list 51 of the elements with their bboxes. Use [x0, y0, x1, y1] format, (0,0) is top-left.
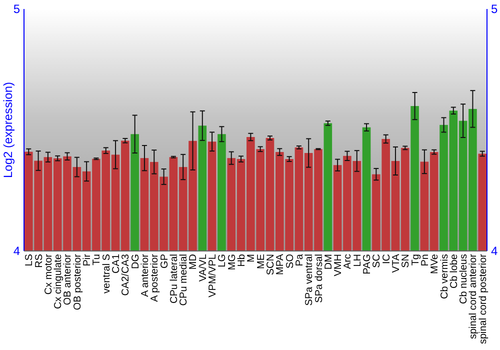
x-tick-label: SO — [284, 254, 296, 268]
x-tick-label: Cb vermis — [439, 254, 450, 300]
x-tick-label: MVe — [430, 254, 441, 274]
x-tick-label: Tg — [410, 254, 422, 266]
x-tick-label: CA1 — [111, 254, 122, 274]
x-tick-label: MPA — [275, 254, 286, 275]
x-tick-label: A posterior — [150, 253, 161, 302]
x-tick-label: DM — [323, 254, 334, 270]
x-tick-label: CA2/CA3 — [120, 254, 132, 296]
x-tick-label: Hb — [236, 254, 248, 267]
x-tick-label: Cb lobe — [448, 254, 460, 288]
x-tick-label: SCN — [265, 254, 276, 276]
x-tick-label: RS — [34, 254, 45, 268]
y-axis-title: Log2 (expression) — [1, 82, 15, 178]
y2-tick-label: 4 — [491, 244, 498, 258]
x-tick-label: Cx motor — [43, 253, 54, 295]
x-tick-label: LG — [217, 254, 228, 268]
x-tick-label: SC — [372, 254, 383, 268]
x-tick-label: LS — [24, 254, 36, 266]
x-tick-label: VTA — [390, 254, 402, 273]
x-tick-label: VMH — [333, 254, 344, 276]
x-tick-label: M — [246, 254, 258, 262]
x-tick-label: GP — [159, 254, 170, 268]
x-tick-label: MG — [226, 254, 238, 270]
x-tick-label: Pir — [82, 253, 94, 266]
x-tick-label: Pn — [420, 254, 431, 266]
x-tick-label: A anterior — [140, 253, 151, 297]
x-tick-label: DG — [130, 254, 142, 269]
x-tick-label: LH — [352, 254, 364, 267]
y2-tick-label: 5 — [491, 2, 498, 16]
x-tick-label: VA/VL — [198, 254, 209, 282]
x-tick-label: ME — [256, 254, 267, 269]
x-tick-label: Cb nucleus — [458, 254, 470, 304]
x-tick-label: SPa dorsal — [314, 254, 325, 303]
x-tick-label: spinal cord anterior — [468, 253, 480, 340]
x-tick-label: ventral S — [101, 254, 112, 294]
x-tick-label: SN — [400, 254, 412, 268]
x-tick-label: IC — [381, 254, 392, 264]
x-tick-label: spinal cord posterior — [478, 253, 489, 344]
x-tick-label: PAG — [362, 254, 374, 274]
x-tick-label: Arc — [342, 254, 354, 269]
x-tick-label: OB anterior — [62, 253, 74, 306]
x-tick-label: CPu lateral — [168, 254, 180, 304]
x-tick-label: CPu medial — [178, 254, 190, 306]
x-tick-label: MD — [188, 254, 200, 270]
x-tick-label: SPa ventral — [304, 254, 316, 306]
x-tick-label: Tu — [92, 254, 103, 266]
x-tick-label: Cx cingulate — [53, 254, 64, 310]
x-tick-label: VPM/VPL — [208, 254, 219, 298]
x-tick-label: OB posterior — [72, 253, 84, 310]
x-tick-label: Pa — [294, 254, 306, 266]
